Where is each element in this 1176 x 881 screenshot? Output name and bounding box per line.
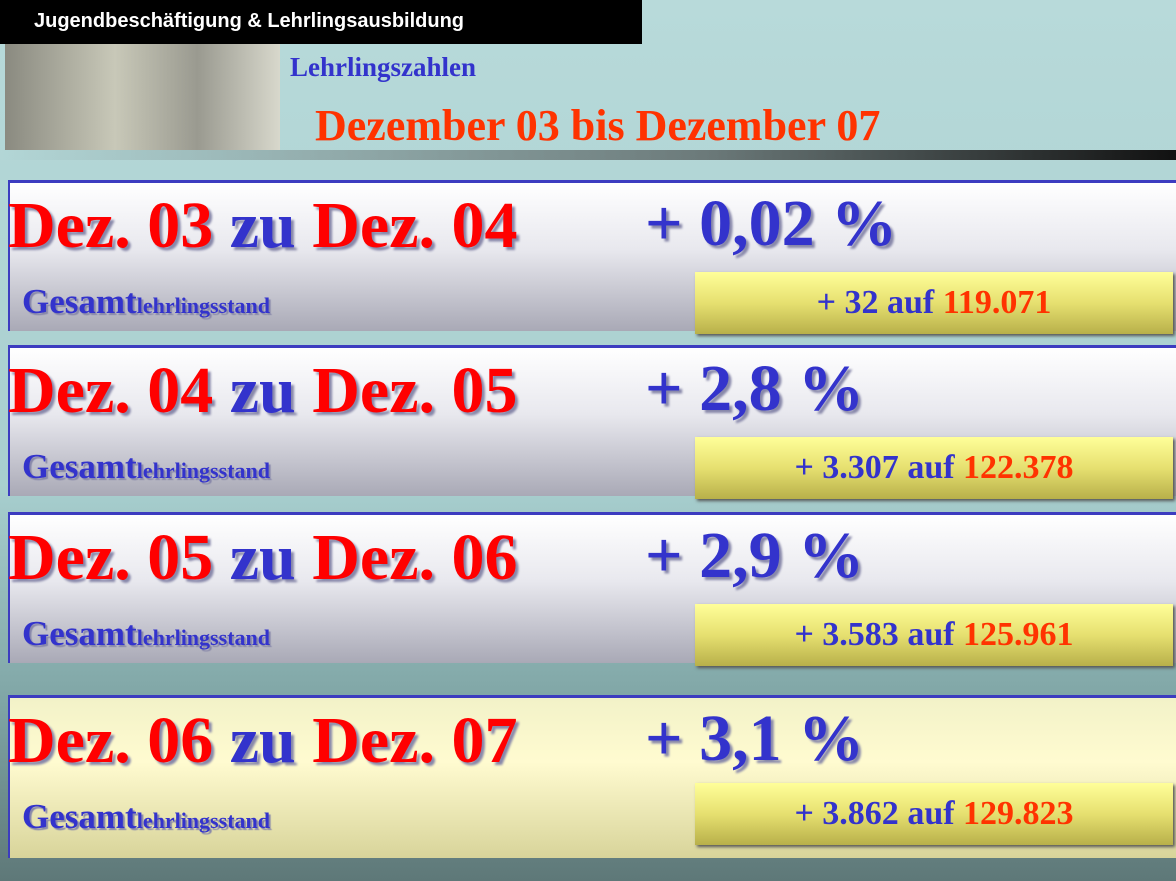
label: Gesamt	[22, 282, 137, 321]
period: Dez. 06 zu Dez. 07	[8, 703, 518, 779]
period-joiner: zu	[230, 189, 296, 262]
increase: + 3.862	[794, 795, 898, 832]
label-suffix: lehrlingsstand	[137, 808, 270, 833]
label-wrap: Gesamtlehrlingsstand	[22, 614, 270, 654]
period-joiner: zu	[230, 704, 296, 777]
total: 125.961	[963, 616, 1074, 653]
subtitle: Lehrlingszahlen	[290, 52, 476, 83]
period-to: Dez. 04	[312, 189, 517, 262]
increase: + 32	[817, 284, 879, 321]
connector: auf	[887, 284, 934, 321]
label-wrap: Gesamtlehrlingsstand	[22, 447, 270, 487]
label-wrap: Gesamtlehrlingsstand	[22, 797, 270, 837]
label-suffix: lehrlingsstand	[137, 458, 270, 483]
title: Dezember 03 bis Dezember 07	[315, 100, 880, 151]
connector: auf	[907, 449, 954, 486]
period-from: Dez. 04	[8, 354, 213, 427]
increase: + 3.307	[794, 449, 898, 486]
label: Gesamt	[22, 797, 137, 836]
change: + 0,02 %	[645, 187, 897, 260]
label-wrap: Gesamtlehrlingsstand	[22, 282, 270, 322]
detail-box: + 3.583 auf 125.961	[695, 604, 1173, 666]
period-from: Dez. 05	[8, 521, 213, 594]
period-to: Dez. 06	[312, 521, 517, 594]
period-from: Dez. 03	[8, 189, 213, 262]
change: + 2,9 %	[645, 519, 864, 592]
slide: Jugendbeschäftigung & Lehrlingsausbildun…	[0, 0, 1176, 881]
change: + 2,8 %	[645, 352, 864, 425]
label: Gesamt	[22, 614, 137, 653]
period-joiner: zu	[230, 354, 296, 427]
change: + 3,1 %	[645, 702, 864, 775]
increase: + 3.583	[794, 616, 898, 653]
total: 119.071	[943, 284, 1052, 321]
connector: auf	[907, 795, 954, 832]
label-suffix: lehrlingsstand	[137, 293, 270, 318]
change-wrap: + 0,02 %	[645, 186, 897, 262]
detail-box: + 3.862 auf 129.823	[695, 783, 1173, 845]
period: Dez. 03 zu Dez. 04	[8, 188, 518, 264]
total: 129.823	[963, 795, 1074, 832]
detail-box: + 3.307 auf 122.378	[695, 437, 1173, 499]
divider	[0, 150, 1176, 160]
label-suffix: lehrlingsstand	[137, 625, 270, 650]
total: 122.378	[963, 449, 1074, 486]
label: Gesamt	[22, 447, 137, 486]
connector: auf	[907, 616, 954, 653]
period: Dez. 05 zu Dez. 06	[8, 520, 518, 596]
change-wrap: + 2,8 %	[645, 351, 864, 427]
detail-box: + 32 auf 119.071	[695, 272, 1173, 334]
change-wrap: + 2,9 %	[645, 518, 864, 594]
section-label: Jugendbeschäftigung & Lehrlingsausbildun…	[34, 10, 464, 33]
period-from: Dez. 06	[8, 704, 213, 777]
period: Dez. 04 zu Dez. 05	[8, 353, 518, 429]
period-to: Dez. 05	[312, 354, 517, 427]
period-to: Dez. 07	[312, 704, 517, 777]
change-wrap: + 3,1 %	[645, 701, 864, 777]
photo-strip	[5, 44, 280, 150]
period-joiner: zu	[230, 521, 296, 594]
